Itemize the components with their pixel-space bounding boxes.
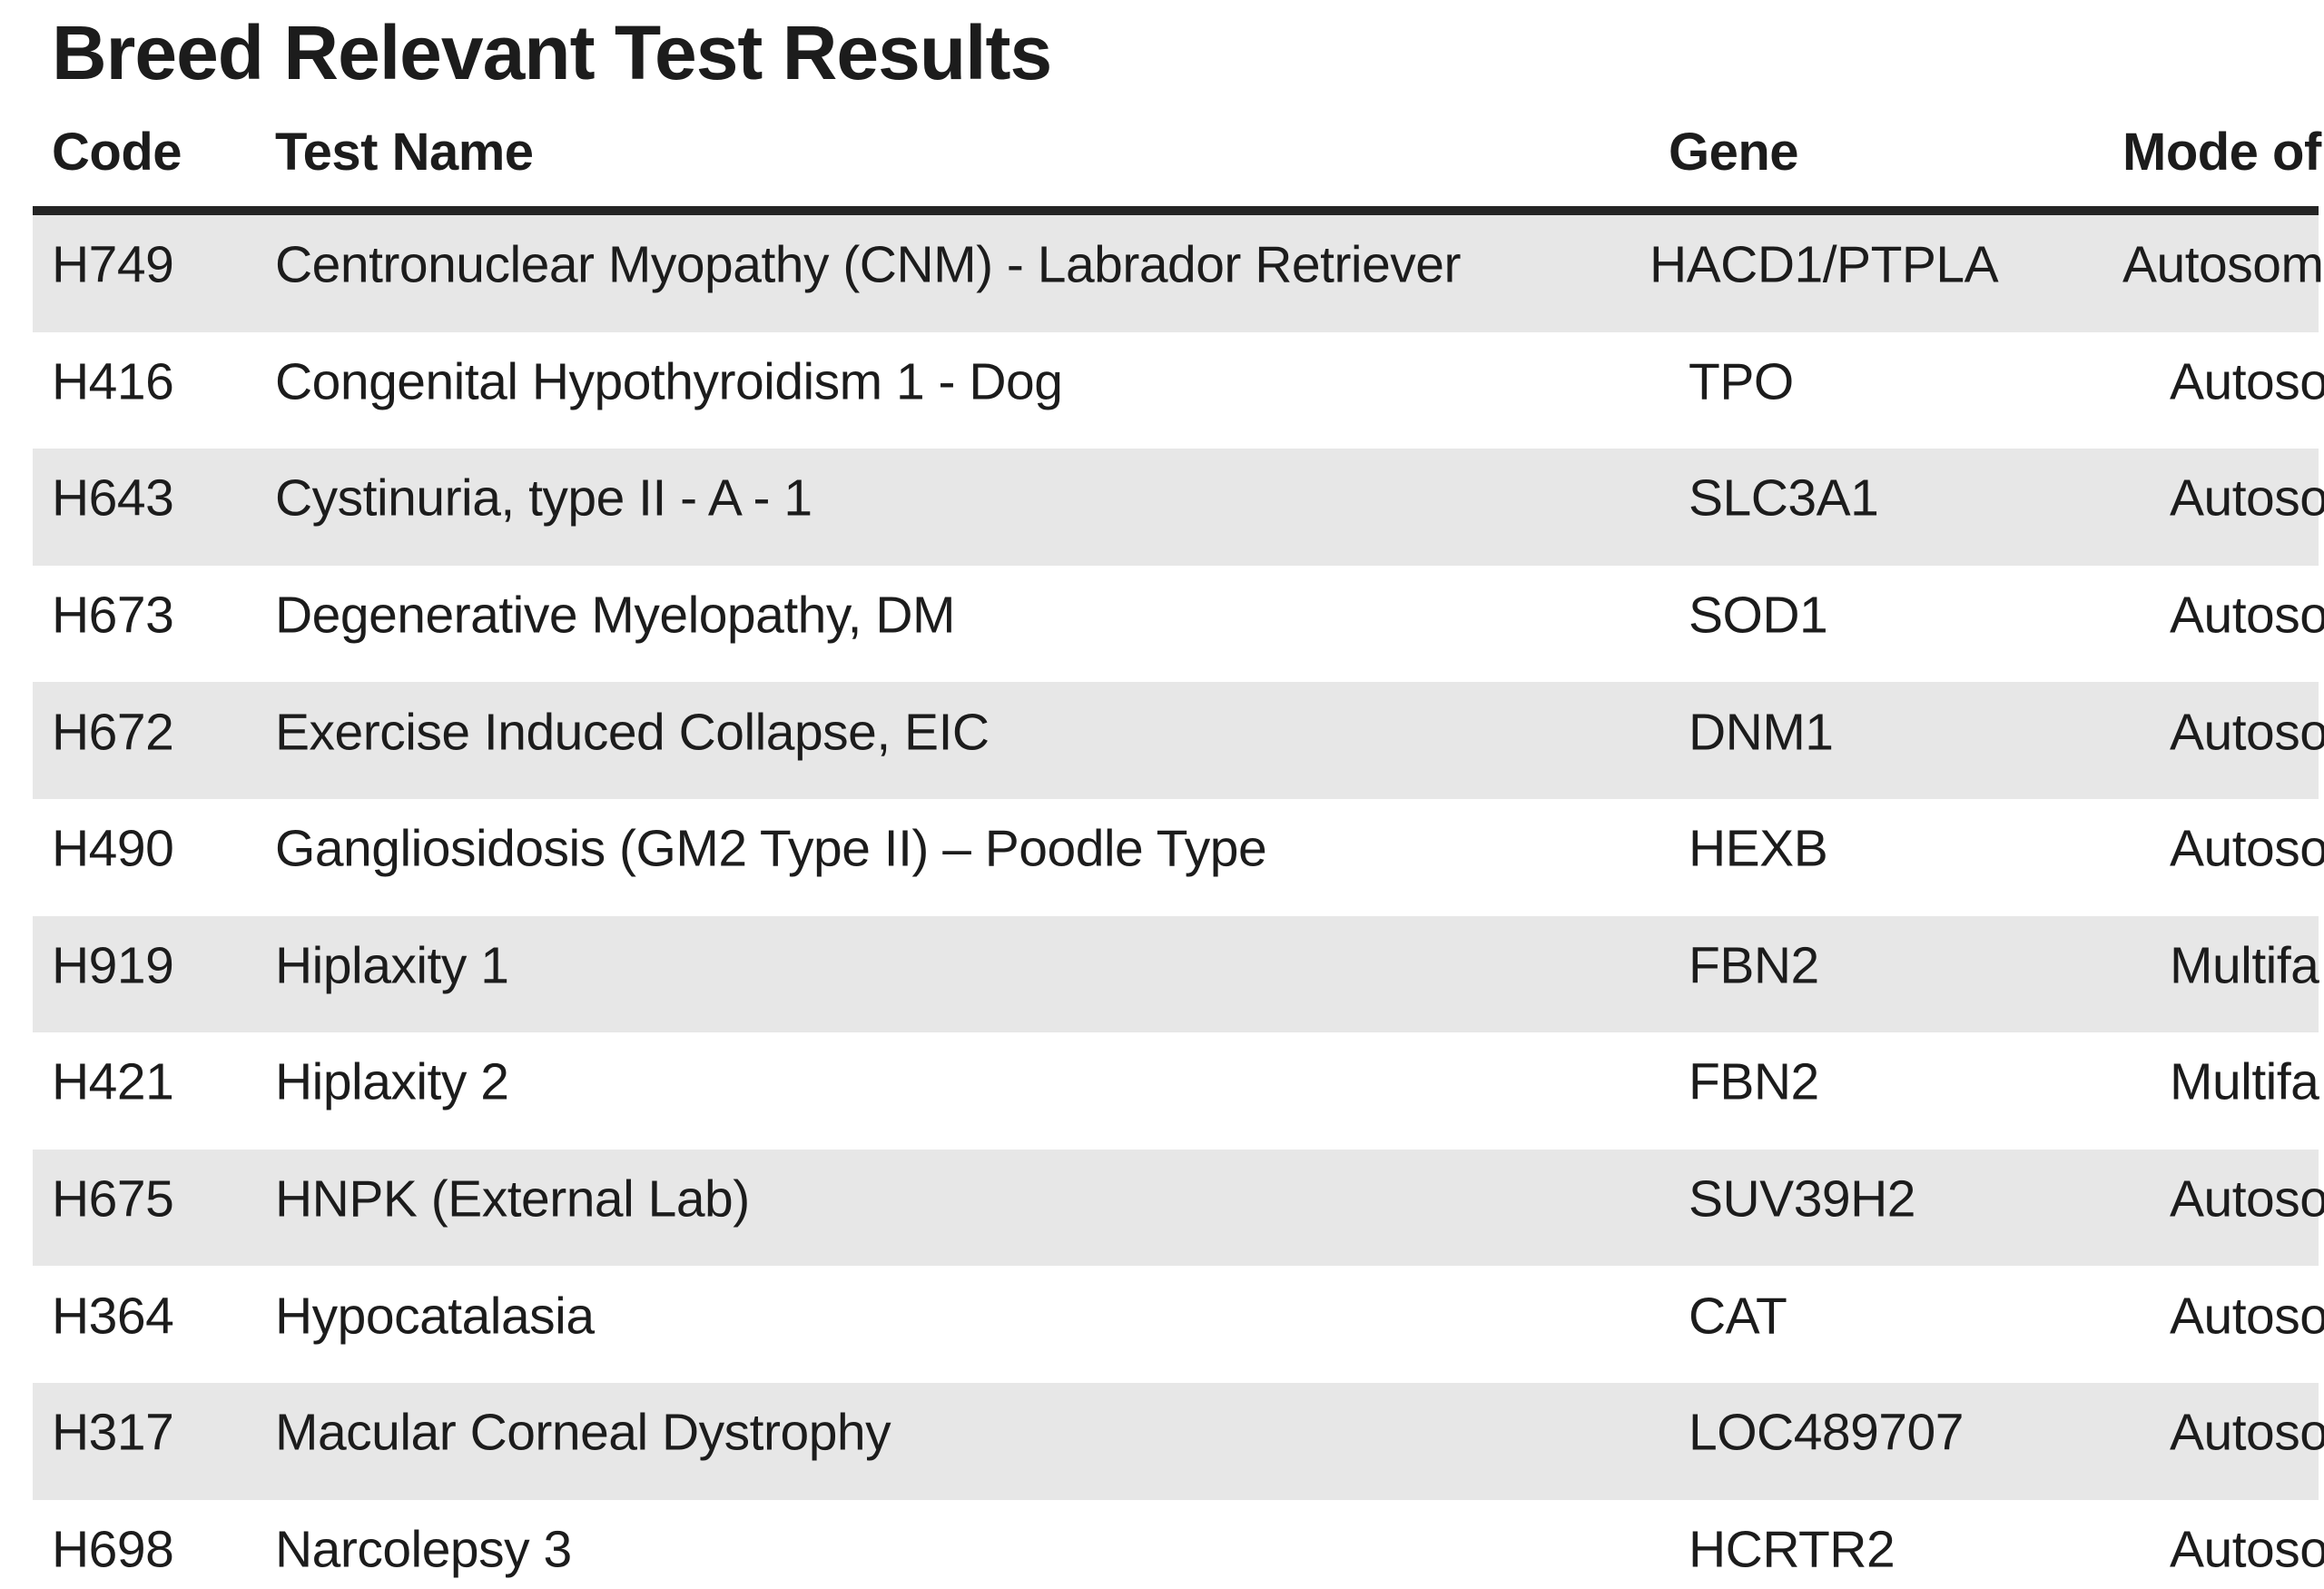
- cell-code: H490: [52, 819, 174, 878]
- cell-test-name: Degenerative Myelopathy, DM: [275, 586, 955, 645]
- table-row: H317 Macular Corneal Dystrophy LOC489707…: [0, 1382, 2324, 1500]
- cell-gene: LOC489707: [1689, 1403, 1964, 1462]
- table-row: H698 Narcolepsy 3 HCRTR2 Autoso: [0, 1500, 2324, 1589]
- cell-code: H675: [52, 1170, 174, 1229]
- cell-mode-of-inheritance: Multifa: [2170, 936, 2319, 995]
- cell-gene: FBN2: [1689, 936, 1819, 995]
- table-row: H919 Hiplaxity 1 FBN2 Multifa: [0, 915, 2324, 1033]
- cell-code: H919: [52, 936, 174, 995]
- cell-mode-of-inheritance: Autoso: [2170, 469, 2324, 528]
- cell-mode-of-inheritance: Autoso: [2170, 1403, 2324, 1462]
- table-row: H421 Hiplaxity 2 FBN2 Multifa: [0, 1032, 2324, 1150]
- column-header-mode-of-inheritance: Mode of: [2122, 123, 2321, 182]
- cell-mode-of-inheritance: Autoso: [2170, 1170, 2324, 1229]
- cell-mode-of-inheritance: Autoso: [2170, 352, 2324, 411]
- table-row: H416 Congenital Hypothyroidism 1 - Dog T…: [0, 332, 2324, 449]
- cell-mode-of-inheritance: Autoso: [2170, 1287, 2324, 1346]
- table-row: H672 Exercise Induced Collapse, EIC DNM1…: [0, 682, 2324, 799]
- table-header-row: Code Test Name Gene Mode of: [0, 126, 2324, 181]
- cell-code: H698: [52, 1520, 174, 1579]
- cell-gene: SLC3A1: [1689, 469, 1879, 528]
- cell-code: H421: [52, 1052, 174, 1111]
- cell-mode-of-inheritance: Autoso: [2170, 819, 2324, 878]
- cell-code: H416: [52, 352, 174, 411]
- table-row: H749 Centronuclear Myopathy (CNM) - Labr…: [0, 215, 2324, 332]
- cell-test-name: Macular Corneal Dystrophy: [275, 1403, 891, 1462]
- cell-test-name: Congenital Hypothyroidism 1 - Dog: [275, 352, 1063, 411]
- cell-test-name: Cystinuria, type II - A - 1: [275, 469, 812, 528]
- cell-gene: FBN2: [1689, 1052, 1819, 1111]
- cell-gene: CAT: [1689, 1287, 1787, 1346]
- cell-mode-of-inheritance: Autoso: [2170, 586, 2324, 645]
- cell-test-name: Hiplaxity 1: [275, 936, 509, 995]
- cell-gene: SUV39H2: [1689, 1170, 1915, 1229]
- table-row: H364 Hypocatalasia CAT Autoso: [0, 1266, 2324, 1383]
- cell-code: H643: [52, 469, 174, 528]
- cell-code: H317: [52, 1403, 174, 1462]
- cell-gene: SOD1: [1689, 586, 1828, 645]
- cell-test-name: Exercise Induced Collapse, EIC: [275, 703, 990, 762]
- cell-code: H749: [52, 235, 174, 294]
- column-header-gene: Gene: [1669, 123, 1799, 182]
- cell-code: H672: [52, 703, 174, 762]
- table-row: H490 Gangliosidosis (GM2 Type II) – Pood…: [0, 799, 2324, 916]
- cell-mode-of-inheritance: Autosom: [2122, 235, 2324, 294]
- cell-test-name: Gangliosidosis (GM2 Type II) – Poodle Ty…: [275, 819, 1267, 878]
- cell-test-name: Hypocatalasia: [275, 1287, 595, 1346]
- cell-gene: DNM1: [1689, 703, 1834, 762]
- cell-mode-of-inheritance: Autoso: [2170, 703, 2324, 762]
- cell-mode-of-inheritance: Autoso: [2170, 1520, 2324, 1579]
- cell-test-name: Centronuclear Myopathy (CNM) - Labrador …: [275, 235, 1461, 294]
- cell-gene: TPO: [1689, 352, 1794, 411]
- cell-gene: HACD1/PTPLA: [1649, 235, 1999, 294]
- table-row: H643 Cystinuria, type II - A - 1 SLC3A1 …: [0, 449, 2324, 566]
- header-rule-line: [33, 206, 2319, 215]
- page-title: Breed Relevant Test Results: [52, 10, 1052, 95]
- column-header-code: Code: [52, 123, 182, 182]
- cell-gene: HEXB: [1689, 819, 1828, 878]
- cell-test-name: Hiplaxity 2: [275, 1052, 509, 1111]
- cell-gene: HCRTR2: [1689, 1520, 1896, 1579]
- table-row: H675 HNPK (External Lab) SUV39H2 Autoso: [0, 1149, 2324, 1267]
- cell-code: H673: [52, 586, 174, 645]
- column-header-test-name: Test Name: [275, 123, 534, 182]
- cell-code: H364: [52, 1287, 174, 1346]
- table-row: H673 Degenerative Myelopathy, DM SOD1 Au…: [0, 566, 2324, 683]
- table-body: H749 Centronuclear Myopathy (CNM) - Labr…: [0, 215, 2324, 1589]
- cell-test-name: Narcolepsy 3: [275, 1520, 572, 1579]
- cell-mode-of-inheritance: Multifa: [2170, 1052, 2319, 1111]
- cell-test-name: HNPK (External Lab): [275, 1170, 750, 1229]
